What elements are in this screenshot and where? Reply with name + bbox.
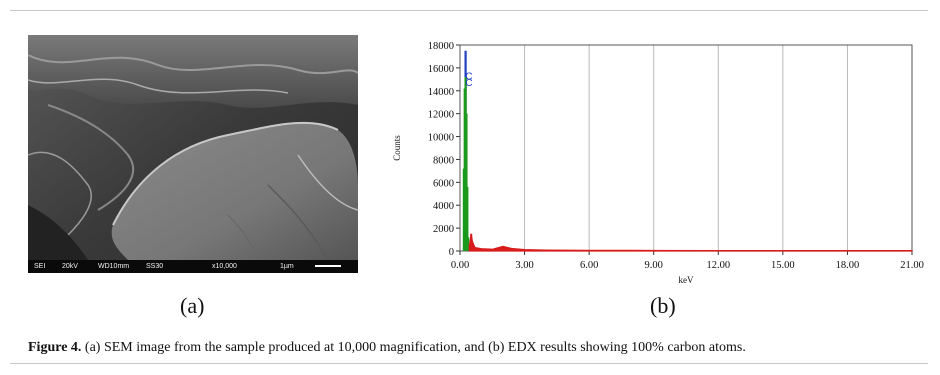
y-axis-label: Counts (392, 135, 402, 161)
y-tick-label: 2000 (433, 224, 454, 235)
sem-voltage: 20kV (62, 263, 78, 270)
x-tick-label: 3.00 (515, 260, 533, 271)
y-tick-label: 16000 (428, 64, 454, 75)
sem-spot-size: SS30 (146, 263, 164, 270)
sem-micrograph (28, 35, 358, 273)
sem-mode: SEI (34, 263, 46, 270)
x-tick-label: 15.00 (771, 260, 795, 271)
series-trace (469, 233, 913, 252)
figure-caption: Figure 4. (a) SEM image from the sample … (28, 340, 746, 356)
y-tick-label: 6000 (433, 178, 454, 189)
y-tick-label: 18000 (428, 41, 454, 52)
x-tick-label: 9.00 (645, 260, 663, 271)
y-tick-label: 14000 (428, 87, 454, 98)
x-tick-label: 12.00 (706, 260, 730, 271)
panel-label-b: (b) (650, 293, 676, 318)
edx-chart: 0 2000 4000 6000 8000 10000 12000 14000 16000 180… (392, 41, 924, 285)
panel-label-a: (a) (180, 293, 205, 318)
x-tick-label: 18.00 (836, 260, 860, 271)
x-tick-label: 21.00 (900, 260, 924, 271)
sem-scale-label: 1µm (280, 263, 294, 270)
x-tick-label: 0.00 (451, 260, 469, 271)
y-tick-label: 0 (449, 247, 454, 258)
figure-frame (10, 10, 928, 364)
caption-text: (a) SEM image from the sample produced a… (81, 340, 746, 355)
x-tick-label: 6.00 (580, 260, 598, 271)
peak-label: C (465, 78, 472, 89)
peak-label: C (465, 71, 472, 82)
y-tick-label: 10000 (428, 133, 454, 144)
sem-info-bar: SEI 20kV WD10mm SS30 x10,000 1µm (28, 260, 358, 273)
caption-label: Figure 4. (28, 340, 82, 355)
plot-frame (459, 44, 913, 252)
y-tick-label: 8000 (433, 155, 454, 166)
sem-working-distance: WD10mm (98, 263, 130, 270)
y-tick-label: 4000 (433, 201, 454, 212)
sem-scale-bar (315, 265, 341, 267)
y-tick-label: 12000 (428, 110, 454, 121)
sem-magnification: x10,000 (212, 263, 237, 270)
x-axis-label: keV (679, 275, 694, 285)
sem-image: SEI 20kV WD10mm SS30 x10,000 1µm (28, 35, 358, 273)
